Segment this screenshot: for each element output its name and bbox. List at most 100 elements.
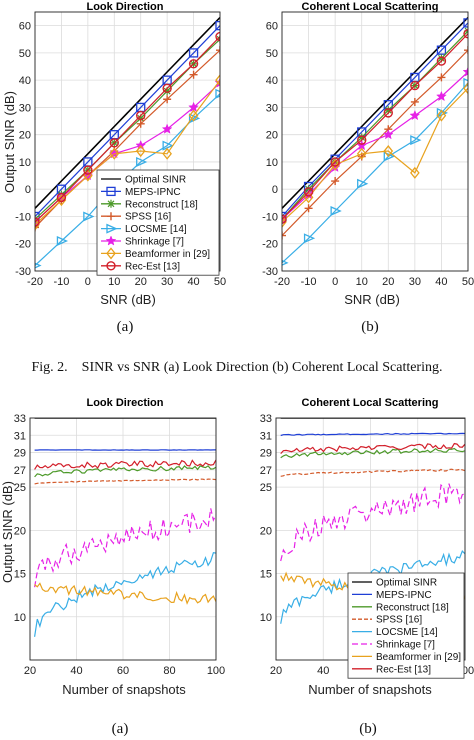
- x-tick-label: 40: [435, 276, 447, 288]
- x-tick-label: 30: [161, 276, 173, 288]
- y-tick-label: -30: [15, 266, 31, 278]
- legend-entry: Shrinkage [7]: [376, 640, 435, 651]
- data-point: [83, 165, 93, 175]
- data-point: [436, 45, 447, 55]
- y-tick-label: 50: [266, 48, 278, 60]
- data-point: [410, 166, 420, 179]
- data-point: [436, 109, 447, 122]
- legend-box: [96, 169, 220, 276]
- legend-marker: [106, 223, 118, 234]
- legend-marker: [105, 235, 117, 246]
- data-point: [330, 158, 340, 171]
- y-tick-label: 29: [14, 448, 26, 460]
- x-axis-label: Number of snapshots: [308, 682, 432, 697]
- data-point: [35, 217, 40, 227]
- x-tick-label: 30: [409, 276, 421, 288]
- data-point: [436, 90, 447, 102]
- y-tick-label: 20: [260, 525, 272, 537]
- x-tick-label: 0: [85, 276, 91, 288]
- subplot-label-top-b: (b): [361, 319, 379, 335]
- legend-marker: [107, 212, 115, 221]
- data-point: [56, 194, 67, 207]
- y-tick-label: 25: [260, 482, 272, 494]
- x-axis-label: SNR (dB): [100, 292, 156, 307]
- series-line: [34, 582, 216, 605]
- y-tick-label: 30: [266, 102, 278, 114]
- data-point: [135, 145, 146, 158]
- legend-box: [347, 572, 465, 679]
- subplot-label-bottom-b: (b): [359, 721, 377, 737]
- data-point: [357, 178, 369, 189]
- legend-marker: [106, 186, 116, 197]
- chart-3: 20 40 60 80 100 10 15 20 25 27 29 31 33 Look Directio…: [0, 397, 225, 697]
- series-line: [34, 552, 216, 637]
- y-tick-label: 33: [260, 413, 272, 425]
- legend-entry: LOCSME [14]: [376, 627, 438, 638]
- y-tick-label: 10: [260, 612, 272, 624]
- series-line: [280, 483, 465, 562]
- x-tick-label: -10: [301, 276, 317, 288]
- series-line: [34, 508, 216, 588]
- y-tick-label: 29: [260, 448, 272, 460]
- data-point: [282, 211, 287, 222]
- legend-entry: Beamformer in [29]: [125, 249, 210, 260]
- data-point: [463, 82, 468, 95]
- legend-entry: Beamformer in [29]: [376, 652, 461, 663]
- y-tick-label: 31: [260, 430, 272, 442]
- x-tick-label: 80: [163, 665, 175, 677]
- legend-marker: [107, 199, 115, 208]
- data-point: [109, 147, 120, 160]
- data-point: [136, 156, 148, 167]
- data-point: [162, 140, 174, 151]
- data-point: [357, 133, 366, 142]
- chart-2: -20 -10 0 10 20 30 40 50-30-20-100102030405060C…: [262, 1, 474, 307]
- legend-entry: Rec-Est [13]: [376, 664, 431, 675]
- legend-entry: SPSS [16]: [376, 615, 422, 626]
- series-group: [282, 16, 468, 266]
- data-point: [35, 211, 40, 222]
- data-point: [215, 31, 220, 42]
- series-line: [35, 36, 220, 223]
- y-tick-label: -20: [262, 239, 278, 251]
- legend-entry: MEPS-IPNC: [376, 590, 432, 601]
- y-tick-label: 0: [25, 184, 31, 196]
- x-tick-label: 20: [24, 665, 36, 677]
- plot-frame: [281, 11, 469, 272]
- data-point: [463, 77, 468, 88]
- data-point: [462, 66, 468, 77]
- chart-1: -20 -10 0 10 20 30 40 50-30-20-100102030405060L…: [2, 1, 226, 307]
- data-point: [56, 236, 69, 247]
- x-tick-label: 20: [382, 276, 394, 288]
- chart-title: Coherent Local Scattering: [302, 1, 439, 13]
- x-tick-label: -10: [53, 276, 69, 288]
- y-tick-label: 30: [19, 102, 31, 114]
- data-point: [109, 138, 119, 148]
- series-group: [35, 16, 220, 269]
- legend-entry: Optimal SINR: [125, 175, 186, 186]
- x-axis-label: Number of snapshots: [62, 682, 186, 697]
- data-point: [35, 262, 42, 269]
- x-tick-label: 40: [317, 665, 329, 677]
- data-point: [189, 70, 198, 79]
- x-tick-label: 10: [356, 276, 368, 288]
- data-point: [35, 223, 39, 232]
- data-point: [382, 129, 394, 140]
- data-point: [330, 206, 342, 217]
- y-tick-label: -20: [15, 239, 31, 251]
- y-tick-label: 33: [14, 413, 26, 425]
- legend-entry: MEPS-IPNC: [125, 187, 181, 198]
- x-tick-label: 50: [462, 276, 474, 288]
- y-tick-label: 20: [19, 130, 31, 142]
- data-point: [303, 233, 316, 244]
- y-tick-label: 0: [272, 184, 278, 196]
- y-axis-label: Output SINR (dB): [0, 481, 15, 583]
- series-line: [280, 468, 465, 477]
- x-tick-label: 20: [270, 665, 282, 677]
- subplot-label-bottom-a: (a): [112, 721, 129, 737]
- series-line: [35, 82, 220, 223]
- series-group: [34, 418, 216, 637]
- series-line: [34, 478, 216, 485]
- data-point: [215, 88, 220, 99]
